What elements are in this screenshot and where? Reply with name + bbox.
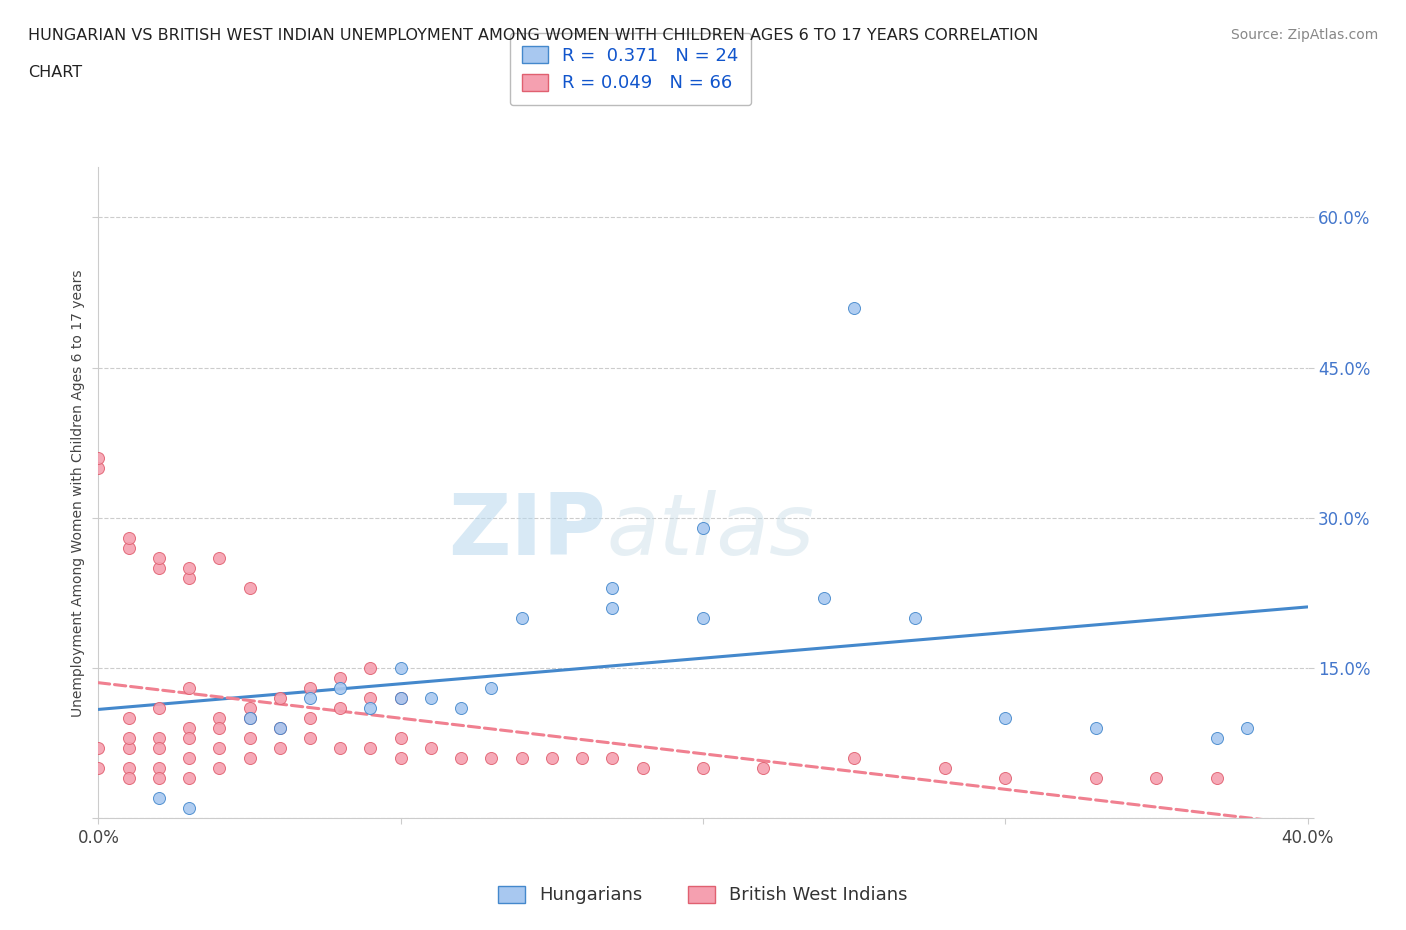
Point [1206, 731, 1229, 746]
Point [269, 721, 291, 736]
Point [1236, 721, 1258, 736]
Point [299, 691, 322, 706]
Point [450, 751, 472, 765]
Point [1085, 721, 1108, 736]
Point [692, 761, 714, 776]
Point [510, 751, 533, 765]
Point [208, 741, 231, 756]
Point [1085, 771, 1108, 786]
Point [813, 591, 835, 605]
Point [148, 790, 170, 805]
Point [631, 761, 654, 776]
Point [208, 711, 231, 725]
Point [571, 751, 593, 765]
Point [481, 681, 503, 696]
Point [118, 771, 141, 786]
Point [602, 751, 624, 765]
Point [844, 751, 866, 765]
Point [299, 681, 322, 696]
Text: atlas: atlas [606, 490, 814, 574]
Point [179, 721, 201, 736]
Point [360, 691, 382, 706]
Point [148, 701, 170, 716]
Point [87, 741, 110, 756]
Point [148, 551, 170, 565]
Point [389, 731, 412, 746]
Point [329, 741, 352, 756]
Point [179, 771, 201, 786]
Point [239, 711, 262, 725]
Point [208, 551, 231, 565]
Point [269, 691, 291, 706]
Point [87, 761, 110, 776]
Point [239, 731, 262, 746]
Point [208, 761, 231, 776]
Point [239, 711, 262, 725]
Point [118, 731, 141, 746]
Point [179, 751, 201, 765]
Point [994, 711, 1017, 725]
Point [360, 741, 382, 756]
Text: CHART: CHART [28, 65, 82, 80]
Point [752, 761, 775, 776]
Point [239, 580, 262, 595]
Point [179, 681, 201, 696]
Point [360, 660, 382, 675]
Point [148, 731, 170, 746]
Text: HUNGARIAN VS BRITISH WEST INDIAN UNEMPLOYMENT AMONG WOMEN WITH CHILDREN AGES 6 T: HUNGARIAN VS BRITISH WEST INDIAN UNEMPLO… [28, 28, 1039, 43]
Point [118, 540, 141, 555]
Point [329, 681, 352, 696]
Point [299, 711, 322, 725]
Point [994, 771, 1017, 786]
Point [1144, 771, 1167, 786]
Point [481, 751, 503, 765]
Text: Source: ZipAtlas.com: Source: ZipAtlas.com [1230, 28, 1378, 42]
Point [602, 601, 624, 616]
Point [389, 691, 412, 706]
Point [450, 701, 472, 716]
Point [510, 611, 533, 626]
Point [239, 701, 262, 716]
Point [329, 671, 352, 685]
Point [329, 701, 352, 716]
Point [934, 761, 956, 776]
Point [118, 711, 141, 725]
Point [420, 741, 443, 756]
Point [118, 761, 141, 776]
Point [602, 580, 624, 595]
Point [179, 801, 201, 816]
Legend: R =  0.371   N = 24, R = 0.049   N = 66: R = 0.371 N = 24, R = 0.049 N = 66 [510, 33, 751, 105]
Point [904, 611, 927, 626]
Point [692, 521, 714, 536]
Point [692, 611, 714, 626]
Point [420, 691, 443, 706]
Point [179, 561, 201, 576]
Point [239, 751, 262, 765]
Point [844, 300, 866, 315]
Point [148, 761, 170, 776]
Point [179, 731, 201, 746]
Point [118, 741, 141, 756]
Point [208, 721, 231, 736]
Point [269, 741, 291, 756]
Point [179, 571, 201, 586]
Point [360, 701, 382, 716]
Legend: Hungarians, British West Indians: Hungarians, British West Indians [491, 879, 915, 911]
Point [299, 731, 322, 746]
Y-axis label: Unemployment Among Women with Children Ages 6 to 17 years: Unemployment Among Women with Children A… [70, 269, 84, 717]
Point [87, 450, 110, 465]
Point [148, 771, 170, 786]
Point [389, 660, 412, 675]
Text: ZIP: ZIP [449, 490, 606, 574]
Point [269, 721, 291, 736]
Point [1206, 771, 1229, 786]
Point [118, 530, 141, 545]
Point [87, 460, 110, 475]
Point [148, 741, 170, 756]
Point [389, 691, 412, 706]
Point [389, 751, 412, 765]
Point [540, 751, 562, 765]
Point [148, 561, 170, 576]
